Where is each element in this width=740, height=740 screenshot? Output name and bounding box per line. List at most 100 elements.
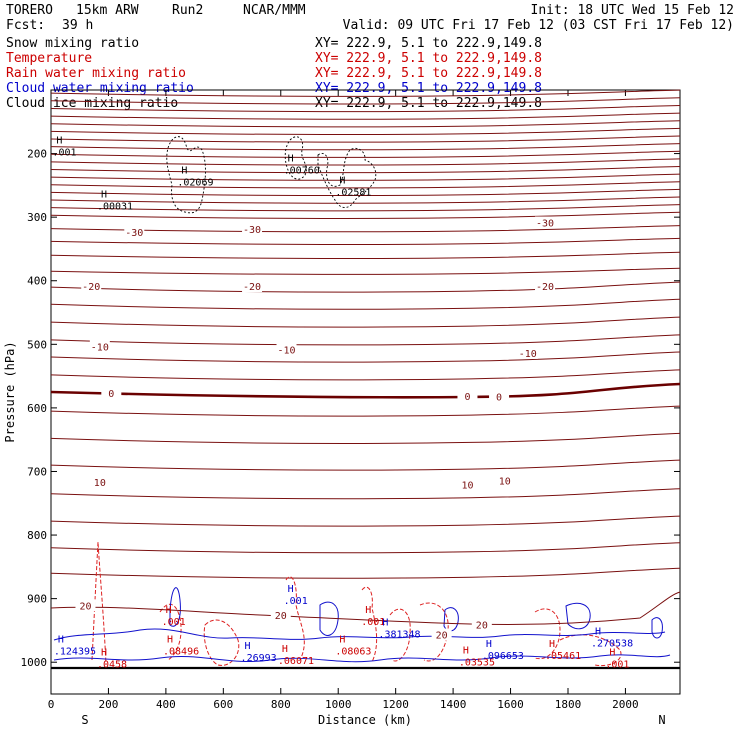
label-background (75, 599, 96, 612)
temperature-label: 10 (461, 480, 473, 491)
max-marker: H (595, 626, 601, 637)
temperature-label: -10 (277, 346, 295, 357)
legend-item-xy: XY= 222.9, 5.1 to 222.9,149.8 (315, 36, 542, 51)
label-background (276, 343, 297, 356)
temperature-label: -10 (91, 342, 109, 353)
x-tick-label: 400 (156, 698, 176, 711)
valid-time: Valid: 09 UTC Fri 17 Feb 12 (03 CST Fri … (343, 18, 734, 33)
max-marker: H (288, 584, 294, 595)
x-tick-label: 600 (213, 698, 233, 711)
ice-contours (166, 136, 377, 214)
surface-lines (50, 591, 681, 670)
model-name: TORERO (6, 3, 53, 18)
x-tick-label: 800 (271, 698, 291, 711)
temperature-isotherm (50, 143, 681, 151)
temperature-label: -20 (82, 282, 100, 293)
label-background (242, 222, 263, 235)
max-value-label: .001 (162, 617, 186, 628)
temperature-isotherm (50, 567, 681, 579)
temperature-label: 10 (499, 477, 511, 488)
cloud-water-f (651, 617, 663, 639)
org-label: NCAR/MMM (243, 3, 306, 18)
temperature-label: -30 (536, 219, 554, 230)
max-marker: H (288, 153, 294, 164)
label-background (517, 346, 538, 359)
temperature-isotherm (50, 432, 681, 444)
temperature-label: -30 (125, 228, 143, 239)
legend-item-xy: XY= 222.9, 5.1 to 222.9,149.8 (315, 66, 542, 81)
fcst-value: 39 h (62, 18, 93, 33)
temperature-label: 0 (496, 393, 502, 404)
label-background (270, 608, 291, 621)
temperature-contours (50, 89, 681, 579)
rain-contour-d (361, 586, 378, 663)
label-background (471, 618, 492, 631)
label-background (535, 280, 556, 293)
temperature-label: -30 (243, 225, 261, 236)
x-axis-label: Distance (km) (318, 713, 412, 727)
zero-isotherm (50, 382, 681, 399)
max-marker: H (339, 176, 345, 187)
cloud-water-b (53, 654, 671, 663)
label-background (457, 390, 478, 403)
temperature-isotherm (50, 104, 681, 113)
rain-contour-g (534, 608, 561, 660)
x-axis: 0 200 400 600 800 1000 1200 1400 1600 1800 2000 (48, 90, 639, 711)
temperature-label: 20 (476, 620, 488, 631)
temperature-isotherm (50, 97, 681, 105)
max-marker: H (365, 605, 371, 616)
cloud-water-spike (169, 587, 181, 627)
max-value-label: .096653 (482, 651, 524, 662)
label-background (457, 478, 478, 491)
run-label: Run2 (172, 3, 203, 18)
temperature-isotherm (50, 165, 681, 174)
max-marker: H (339, 635, 345, 646)
max-marker: H (101, 190, 107, 201)
temperature-label: -10 (519, 349, 537, 360)
cloud-water-d (443, 607, 459, 632)
fcst-label: Fcst: (6, 18, 45, 33)
y-tick-label: 1000 (21, 656, 48, 669)
label-background (81, 280, 102, 293)
y-tick-label: 500 (27, 338, 47, 351)
temperature-labels: -30 -30 -30 -20 -20 -20 -10 -10 -10 0 0 0 10 10 10 20 20… (75, 216, 556, 642)
cloud-water-contours (53, 587, 671, 663)
x-endpoint-left: S (81, 713, 88, 727)
max-value-label: .381348 (378, 630, 420, 641)
max-marker: H (167, 635, 173, 646)
y-tick-label: 700 (27, 465, 47, 478)
y-tick-label: 600 (27, 402, 47, 415)
temperature-isotherm (50, 158, 681, 166)
max-value-label: .0458 (97, 659, 127, 670)
resolution: 15km ARW (76, 3, 139, 18)
temperature-label: -20 (243, 282, 261, 293)
maximum-labels: H.001H.00031H.02069H.00760H.02581H.001H.… (52, 136, 633, 671)
max-marker: H (166, 605, 172, 616)
label-background (101, 386, 122, 399)
temperature-isotherm (50, 334, 681, 346)
max-value-label: .001 (284, 596, 308, 607)
max-value-label: .02069 (177, 177, 213, 188)
x-tick-label: 0 (48, 698, 55, 711)
header: TORERO 15km ARW Run2 NCAR/MMM Init: 18 U… (6, 3, 734, 33)
temperature-label: 10 (94, 478, 106, 489)
rain-contour-c (285, 576, 305, 661)
max-value-label: .00760 (284, 165, 320, 176)
temperature-label: 20 (436, 631, 448, 642)
temperature-isotherm (50, 281, 681, 293)
max-marker: H (609, 647, 615, 658)
temperature-isotherm (50, 405, 681, 417)
max-marker: H (101, 647, 107, 658)
temperature-isotherm (50, 459, 681, 471)
max-value-label: .001 (52, 148, 76, 159)
rain-contour-spike (91, 541, 107, 666)
x-tick-label: 1400 (440, 698, 467, 711)
temperature-isotherm (50, 196, 681, 204)
temperature-label: 0 (108, 389, 114, 400)
max-value-label: .124395 (54, 647, 96, 658)
max-value-label: .270538 (591, 638, 633, 649)
max-marker: H (245, 641, 251, 652)
legend-item-name: Cloud water mixing ratio (6, 81, 194, 96)
max-value-label: .00031 (97, 202, 133, 213)
max-marker: H (463, 645, 469, 656)
